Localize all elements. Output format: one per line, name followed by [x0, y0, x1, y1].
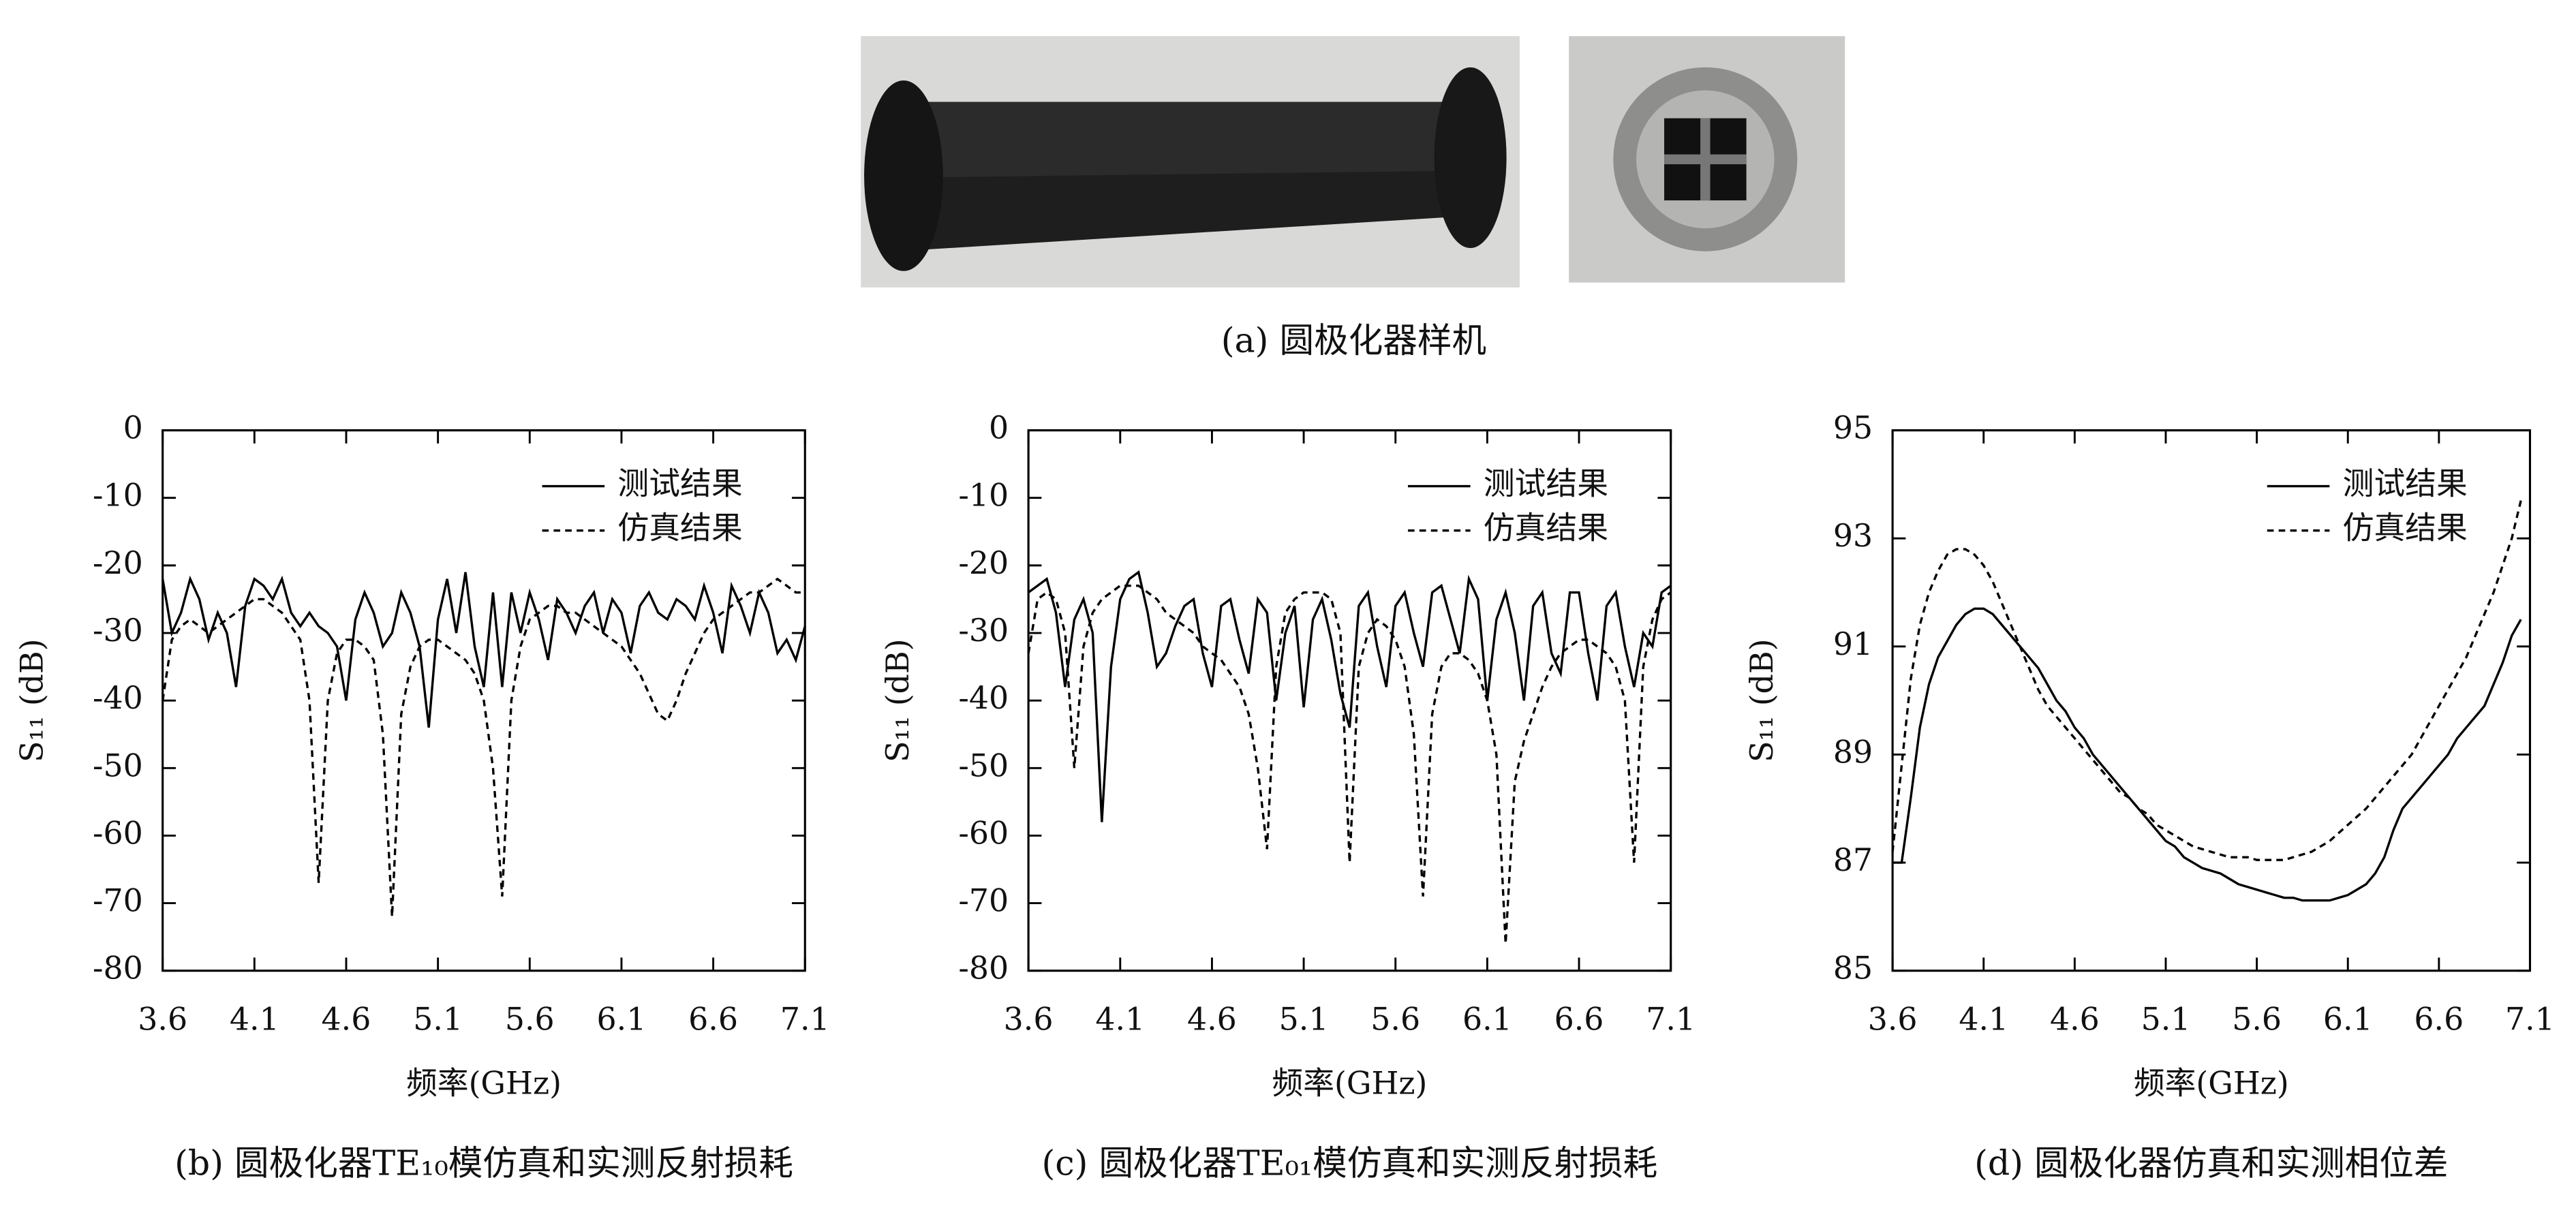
series-line — [1892, 607, 2522, 902]
y-tick-label: -50 — [958, 747, 1009, 784]
y-tick-label: -40 — [958, 679, 1009, 716]
caption: (b) 圆极化器TE₁₀模仿真和实测反射损耗 — [174, 1143, 793, 1183]
y-tick-label: 91 — [1833, 625, 1873, 662]
y-tick-label: 93 — [1833, 517, 1873, 554]
y-tick-label: 89 — [1833, 733, 1873, 770]
legend-label: 仿真结果 — [2343, 510, 2468, 546]
x-tick-label: 4.1 — [1095, 1000, 1145, 1037]
x-tick-label: 6.1 — [597, 1000, 647, 1037]
y-tick-label: -60 — [958, 814, 1009, 851]
y-tick-label: -30 — [958, 612, 1009, 649]
photo-flange — [1569, 36, 1845, 283]
y-axis-label: S₁₁ (dB) — [14, 638, 50, 762]
x-tick-label: 7.1 — [780, 1000, 830, 1037]
x-axis-label: 频率(GHz) — [406, 1064, 562, 1101]
x-tick-label: 3.6 — [1004, 1000, 1054, 1037]
x-tick-label: 3.6 — [138, 1000, 187, 1037]
y-axis-label: S₁₁ (dB) — [879, 638, 916, 762]
y-tick-label: -70 — [93, 882, 143, 919]
y-tick-label: -50 — [93, 747, 143, 784]
x-tick-label: 7.1 — [1646, 1000, 1696, 1037]
legend-label: 仿真结果 — [617, 510, 742, 546]
y-tick-label: -40 — [93, 679, 143, 716]
x-tick-label: 4.6 — [2050, 1000, 2100, 1037]
x-tick-label: 7.1 — [2505, 1000, 2555, 1037]
photo-waveguide — [861, 36, 1520, 288]
series-line — [1027, 584, 1672, 944]
series-line — [162, 577, 806, 917]
x-tick-label: 5.6 — [1370, 1000, 1420, 1037]
plot-frame — [1891, 429, 2532, 972]
y-axis-label: S₁₁ (dB) — [1743, 638, 1780, 762]
x-axis-label: 频率(GHz) — [1272, 1064, 1427, 1101]
y-tick-label: 87 — [1833, 841, 1873, 878]
x-axis-label: 频率(GHz) — [2134, 1064, 2289, 1101]
x-tick-label: 3.6 — [1868, 1000, 1918, 1037]
y-tick-label: 0 — [123, 409, 143, 446]
y-tick-label: -20 — [93, 544, 143, 581]
x-tick-label: 6.1 — [1462, 1000, 1512, 1037]
photo-caption: (a) 圆极化器样机 — [1221, 320, 1486, 360]
y-tick-label: -30 — [93, 612, 143, 649]
x-tick-label: 4.6 — [1187, 1000, 1237, 1037]
x-tick-label: 4.1 — [230, 1000, 279, 1037]
y-tick-label: -60 — [93, 814, 143, 851]
x-tick-label: 4.6 — [322, 1000, 371, 1037]
series-line — [1028, 570, 1672, 822]
caption: (c) 圆极化器TE₀₁模仿真和实测反射损耗 — [1042, 1143, 1658, 1183]
x-tick-label: 6.6 — [688, 1000, 738, 1037]
x-tick-label: 5.1 — [413, 1000, 463, 1037]
y-tick-label: 0 — [989, 409, 1009, 446]
x-tick-label: 6.1 — [2323, 1000, 2373, 1037]
y-tick-label: -10 — [958, 477, 1009, 514]
x-tick-label: 5.6 — [505, 1000, 555, 1037]
series-line — [1891, 500, 2522, 861]
y-tick-label: -80 — [93, 950, 143, 987]
x-tick-label: 5.1 — [1279, 1000, 1329, 1037]
x-tick-label: 5.6 — [2232, 1000, 2282, 1037]
legend-label: 测试结果 — [617, 465, 742, 502]
y-tick-label: -80 — [958, 950, 1009, 987]
caption: (d) 圆极化器仿真和实测相位差 — [1974, 1143, 2448, 1183]
y-tick-label: 85 — [1833, 950, 1873, 987]
legend-label: 仿真结果 — [1484, 510, 1608, 546]
x-tick-label: 6.6 — [1554, 1000, 1604, 1037]
legend-label: 测试结果 — [1484, 465, 1608, 502]
x-tick-label: 5.1 — [2141, 1000, 2191, 1037]
y-tick-label: 95 — [1833, 409, 1873, 446]
y-tick-label: -10 — [93, 477, 143, 514]
legend-label: 测试结果 — [2343, 465, 2468, 502]
y-tick-label: -70 — [958, 882, 1009, 919]
y-tick-label: -20 — [958, 544, 1009, 581]
series-line — [162, 572, 806, 728]
x-tick-label: 4.1 — [1959, 1000, 2008, 1037]
x-tick-label: 6.6 — [2414, 1000, 2464, 1037]
